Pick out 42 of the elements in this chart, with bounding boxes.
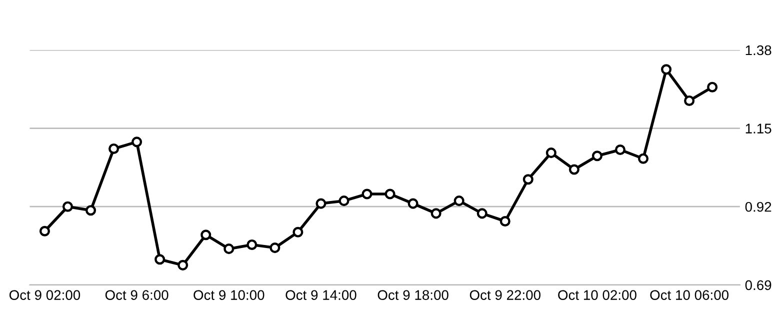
point bbox=[684, 95, 695, 106]
point bbox=[660, 64, 672, 75]
point bbox=[408, 198, 418, 209]
point bbox=[707, 82, 718, 92]
point bbox=[178, 260, 188, 270]
y-tick-label: 1.15 bbox=[746, 124, 772, 134]
point bbox=[500, 216, 510, 227]
x-tick-label: Oct 9 14:00 bbox=[286, 290, 356, 300]
point bbox=[85, 205, 96, 216]
point bbox=[246, 239, 258, 250]
x-tick-label: Oct 9 10:00 bbox=[194, 290, 264, 300]
point bbox=[592, 150, 602, 162]
point bbox=[454, 196, 464, 206]
point bbox=[638, 153, 649, 164]
point bbox=[154, 254, 166, 265]
y-tick-label: 0.69 bbox=[745, 280, 772, 290]
point bbox=[224, 244, 234, 254]
point bbox=[292, 226, 304, 238]
x-tick-label: Oct 9 6:00 bbox=[105, 290, 168, 300]
point bbox=[362, 188, 372, 200]
point bbox=[316, 198, 326, 209]
point bbox=[39, 226, 50, 236]
point bbox=[200, 230, 212, 240]
point bbox=[568, 164, 580, 175]
point bbox=[338, 196, 350, 206]
point bbox=[522, 174, 534, 185]
x-tick-label: Oct 9 22:00 bbox=[470, 290, 540, 300]
y-tick-label: 1.38 bbox=[746, 45, 772, 56]
x-tick-label: Oct 10 06:00 bbox=[650, 290, 729, 300]
point bbox=[62, 201, 74, 212]
point bbox=[430, 208, 442, 219]
y-tick-label: 0.92 bbox=[745, 202, 772, 212]
x-tick-label: Oct 10 02:00 bbox=[558, 290, 636, 300]
point bbox=[546, 148, 556, 158]
point bbox=[384, 188, 396, 200]
point bbox=[614, 144, 626, 156]
x-tick-label: Oct 9 18:00 bbox=[378, 290, 448, 300]
point bbox=[270, 242, 280, 254]
point bbox=[108, 143, 120, 154]
point bbox=[476, 208, 488, 219]
x-tick-label: Oct 9 02:00 bbox=[9, 290, 80, 300]
point bbox=[132, 136, 142, 148]
